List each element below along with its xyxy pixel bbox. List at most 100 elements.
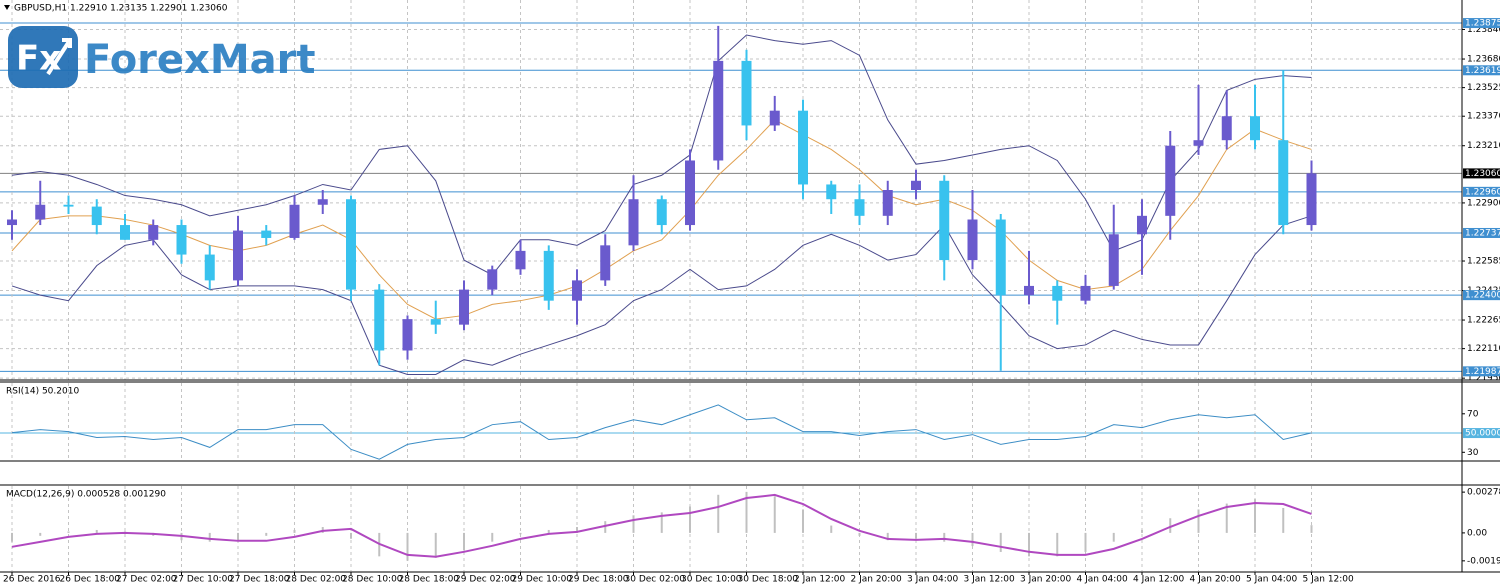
x-tick-label: 2 Jan 20:00 (851, 575, 903, 585)
candle-body (1137, 215, 1147, 235)
mark-layer (7, 25, 1317, 561)
histogram-bar (1225, 503, 1228, 533)
histogram-bar (67, 531, 70, 533)
y-tick-label: 1.22265 (1467, 316, 1500, 326)
level-label: 1.22737 (1465, 228, 1500, 238)
candle-body (35, 204, 46, 220)
candle-body (826, 184, 837, 200)
x-tick-label: 4 Jan 12:00 (1133, 575, 1185, 585)
candle-body (1080, 285, 1091, 301)
candle-body (459, 289, 469, 325)
histogram-bar (1084, 532, 1087, 552)
x-tick-label: 29 Dec 10:00 (512, 575, 573, 585)
candle-body (148, 225, 159, 240)
x-tick-label: 3 Jan 12:00 (964, 575, 1016, 585)
band-line (11, 34, 1312, 276)
watermark: Fx ForexMart (8, 26, 315, 88)
histogram-bar (95, 529, 98, 533)
x-tick-label: 26 Dec 18:00 (60, 575, 121, 585)
y-tick-label: 1.22110 (1467, 344, 1500, 354)
histogram-bar (1197, 509, 1200, 533)
candle-body (741, 60, 752, 126)
histogram-bar (1056, 532, 1059, 557)
x-tick-label: 4 Jan 04:00 (1077, 575, 1129, 585)
candle-body (515, 250, 526, 270)
y-tick-label: 1.23525 (1467, 83, 1500, 93)
level-box (1463, 428, 1500, 439)
candle-body (1221, 116, 1232, 141)
candle-body (374, 289, 385, 351)
candle-body (261, 230, 272, 238)
x-tick-label: 2 Jan 12:00 (794, 575, 846, 585)
candle-body (713, 60, 724, 161)
histogram-bar (1028, 532, 1030, 557)
level-label: 1.22960 (1465, 187, 1500, 197)
candle-body (430, 319, 441, 325)
histogram-bar (1112, 532, 1115, 542)
candle-body (1306, 173, 1317, 226)
panel-title: GBPUSD,H1 1.22910 1.23135 1.22901 1.2306… (14, 4, 228, 14)
candle-body (967, 219, 978, 261)
menu-arrow[interactable] (4, 5, 10, 10)
histogram-bar (293, 529, 296, 533)
candle-body (1165, 145, 1176, 216)
histogram-bar (265, 532, 268, 536)
candle-body (769, 110, 780, 126)
histogram-bar (915, 532, 917, 539)
histogram-bar (1282, 507, 1285, 533)
histogram-bar (1310, 525, 1313, 533)
histogram-bar (576, 527, 578, 533)
histogram-bar (1169, 518, 1172, 533)
y-tick-label: 1.22900 (1467, 198, 1500, 208)
histogram-bar (689, 506, 691, 533)
logo-icon-text: Fx (16, 39, 61, 79)
x-tick-label: 28 Dec 02:00 (286, 575, 347, 585)
histogram-bar (971, 532, 974, 547)
label-layer: GBPUSD,H1 1.22910 1.23135 1.22901 1.2306… (3, 4, 1500, 585)
x-tick-label: 30 Dec 02:00 (625, 575, 686, 585)
histogram-bar (208, 532, 211, 542)
candle-body (289, 204, 300, 238)
frame (0, 0, 1500, 573)
candle-body (63, 204, 74, 207)
histogram-bar (660, 512, 663, 533)
x-tick-label: 28 Dec 18:00 (399, 575, 460, 585)
histogram-bar (406, 532, 409, 561)
candle-body (911, 180, 921, 190)
candle-body (7, 219, 17, 226)
histogram-bar (11, 532, 13, 542)
y-tick-label: 1.22585 (1467, 257, 1500, 267)
candle-body (1052, 285, 1063, 301)
x-tick-label: 26 Dec 2016 (3, 575, 61, 585)
x-tick-label: 29 Dec 02:00 (455, 575, 516, 585)
candle-body (995, 219, 1006, 296)
y-tick-label: -0.001907 (1467, 556, 1500, 566)
x-tick-label: 27 Dec 02:00 (116, 575, 177, 585)
x-tick-label: 3 Jan 20:00 (1020, 575, 1072, 585)
histogram-bar (858, 532, 861, 536)
candle-body (1108, 234, 1119, 286)
histogram-bar (237, 532, 239, 541)
histogram-bar (39, 532, 42, 536)
candle-body (176, 225, 187, 255)
candle-body (346, 199, 356, 290)
y-tick-label: 0.002782 (1467, 488, 1500, 498)
histogram-bar (434, 532, 437, 558)
candle-body (233, 230, 243, 281)
x-tick-label: 29 Dec 18:00 (568, 575, 629, 585)
x-tick-label: 30 Dec 18:00 (738, 575, 799, 585)
level-box (1463, 65, 1500, 76)
histogram-bar (802, 509, 804, 533)
y-tick-label: 1.21950 (1467, 374, 1500, 384)
x-tick-label: 3 Jan 04:00 (907, 575, 959, 585)
candle-body (939, 180, 950, 261)
histogram-bar (745, 491, 748, 533)
band-line (11, 119, 1312, 320)
candle-body (628, 199, 639, 246)
histogram-bar (1254, 499, 1256, 533)
histogram-bar (773, 496, 776, 533)
histogram-bar (717, 494, 720, 533)
panel-title: RSI(14) 50.2010 (6, 387, 79, 397)
candle-body (854, 199, 865, 216)
